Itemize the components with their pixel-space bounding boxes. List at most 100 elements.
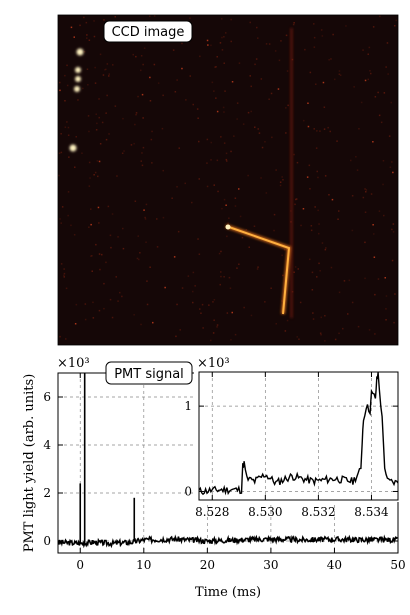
ccd-noise-pixel bbox=[383, 92, 386, 94]
ccd-noise-pixel bbox=[253, 225, 256, 227]
ccd-noise-pixel bbox=[79, 24, 81, 27]
ccd-noise-pixel bbox=[197, 238, 199, 240]
ccd-noise-pixel bbox=[241, 236, 244, 239]
ccd-noise-pixel bbox=[111, 213, 114, 215]
ccd-noise-pixel bbox=[394, 293, 396, 295]
ccd-noise-pixel bbox=[157, 82, 160, 84]
ccd-noise-pixel bbox=[296, 336, 298, 338]
ccd-noise-pixel bbox=[105, 112, 107, 114]
ccd-noise-pixel bbox=[141, 93, 144, 96]
ccd-noise-pixel bbox=[270, 287, 272, 289]
ccd-noise-pixel bbox=[321, 242, 324, 244]
ccd-noise-pixel bbox=[378, 114, 381, 117]
ccd-noise-pixel bbox=[294, 203, 296, 206]
ccd-noise-pixel bbox=[229, 287, 232, 289]
ccd-noise-pixel bbox=[189, 17, 191, 19]
ccd-frame bbox=[57, 14, 399, 346]
ccd-noise-pixel bbox=[210, 44, 212, 47]
ccd-noise-pixel bbox=[121, 295, 123, 298]
ccd-noise-pixel bbox=[364, 188, 366, 190]
ccd-noise-pixel bbox=[90, 208, 92, 210]
ccd-noise-pixel bbox=[249, 21, 251, 24]
ccd-noise-pixel bbox=[156, 246, 159, 248]
ccd-noise-pixel bbox=[67, 214, 69, 217]
ccd-noise-pixel bbox=[295, 198, 298, 200]
pmt-label: PMT signal bbox=[114, 367, 184, 382]
ccd-noise-pixel bbox=[273, 229, 275, 232]
ccd-noise-pixel bbox=[351, 195, 354, 197]
ccd-noise-pixel bbox=[197, 117, 199, 119]
ccd-noise-pixel bbox=[353, 86, 355, 88]
ccd-noise-pixel bbox=[60, 222, 62, 224]
ccd-noise-pixel bbox=[201, 303, 204, 306]
ccd-noise-pixel bbox=[111, 316, 114, 319]
ccd-noise-pixel bbox=[320, 316, 322, 319]
ccd-noise-pixel bbox=[310, 229, 313, 232]
ccd-noise-pixel bbox=[151, 162, 153, 164]
ccd-noise-pixel bbox=[391, 228, 393, 231]
ccd-noise-pixel bbox=[98, 309, 101, 312]
ccd-noise-pixel bbox=[138, 258, 140, 261]
ccd-noise-pixel bbox=[95, 243, 97, 246]
ccd-noise-pixel bbox=[356, 169, 359, 171]
ccd-noise-pixel bbox=[199, 55, 201, 58]
ccd-noise-pixel bbox=[103, 19, 105, 21]
ccd-noise-pixel bbox=[223, 198, 226, 201]
ccd-noise-pixel bbox=[293, 22, 295, 24]
ccd-noise-pixel bbox=[318, 232, 320, 235]
ccd-noise-pixel bbox=[99, 53, 102, 56]
ccd-noise-pixel bbox=[330, 58, 332, 60]
ccd-noise-pixel bbox=[66, 121, 68, 123]
ccd-noise-pixel bbox=[230, 18, 232, 21]
ccd-noise-pixel bbox=[287, 104, 289, 107]
ccd-noise-pixel bbox=[176, 79, 178, 81]
ccd-noise-pixel bbox=[254, 63, 256, 66]
ccd-noise-pixel bbox=[133, 314, 135, 316]
ccd-noise-pixel bbox=[311, 271, 314, 274]
ccd-noise-pixel bbox=[319, 130, 321, 132]
ccd-noise-pixel bbox=[236, 118, 238, 120]
ccd-noise-pixel bbox=[395, 19, 397, 22]
ccd-noise-pixel bbox=[92, 301, 94, 304]
ccd-noise-pixel bbox=[283, 248, 286, 251]
ccd-noise-pixel bbox=[98, 222, 100, 224]
ccd-noise-pixel bbox=[221, 207, 223, 210]
ccd-noise-pixel bbox=[260, 78, 263, 80]
ccd-noise-pixel bbox=[231, 81, 234, 83]
ccd-noise-pixel bbox=[278, 59, 281, 62]
ccd-noise-pixel bbox=[285, 34, 288, 37]
x-axis-label: Time (ms) bbox=[195, 585, 261, 600]
ccd-noise-pixel bbox=[67, 126, 70, 129]
ccd-noise-pixel bbox=[221, 18, 223, 20]
ccd-noise-pixel bbox=[293, 153, 295, 156]
ccd-noise-pixel bbox=[391, 259, 394, 262]
ccd-noise-pixel bbox=[279, 181, 282, 183]
ccd-noise-pixel bbox=[394, 25, 396, 27]
ccd-noise-pixel bbox=[392, 171, 394, 174]
ccd-noise-pixel bbox=[313, 36, 316, 39]
ccd-noise-pixel bbox=[318, 223, 320, 225]
ccd-noise-pixel bbox=[268, 43, 271, 45]
ccd-noise-pixel bbox=[254, 126, 256, 128]
ccd-noise-pixel bbox=[294, 266, 297, 268]
ccd-noise-pixel bbox=[223, 62, 225, 64]
y-tick-label: 1 bbox=[184, 399, 192, 413]
ccd-noise-pixel bbox=[385, 308, 387, 310]
hot-spot bbox=[75, 76, 81, 82]
hot-spot bbox=[74, 86, 80, 92]
ccd-noise-pixel bbox=[318, 262, 320, 265]
ccd-noise-pixel bbox=[364, 211, 367, 213]
ccd-noise-pixel bbox=[223, 111, 225, 113]
ccd-noise-pixel bbox=[367, 78, 369, 81]
ccd-noise-pixel bbox=[334, 338, 337, 341]
ccd-noise-pixel bbox=[91, 255, 93, 257]
ccd-noise-pixel bbox=[347, 313, 349, 315]
ccd-noise-pixel bbox=[73, 234, 76, 236]
ccd-noise-pixel bbox=[309, 188, 311, 190]
ccd-noise-pixel bbox=[145, 241, 147, 243]
ccd-noise-pixel bbox=[194, 285, 196, 287]
ccd-noise-pixel bbox=[86, 34, 88, 36]
ccd-noise-pixel bbox=[92, 317, 95, 319]
ccd-noise-pixel bbox=[171, 197, 173, 199]
ccd-noise-pixel bbox=[98, 116, 100, 119]
